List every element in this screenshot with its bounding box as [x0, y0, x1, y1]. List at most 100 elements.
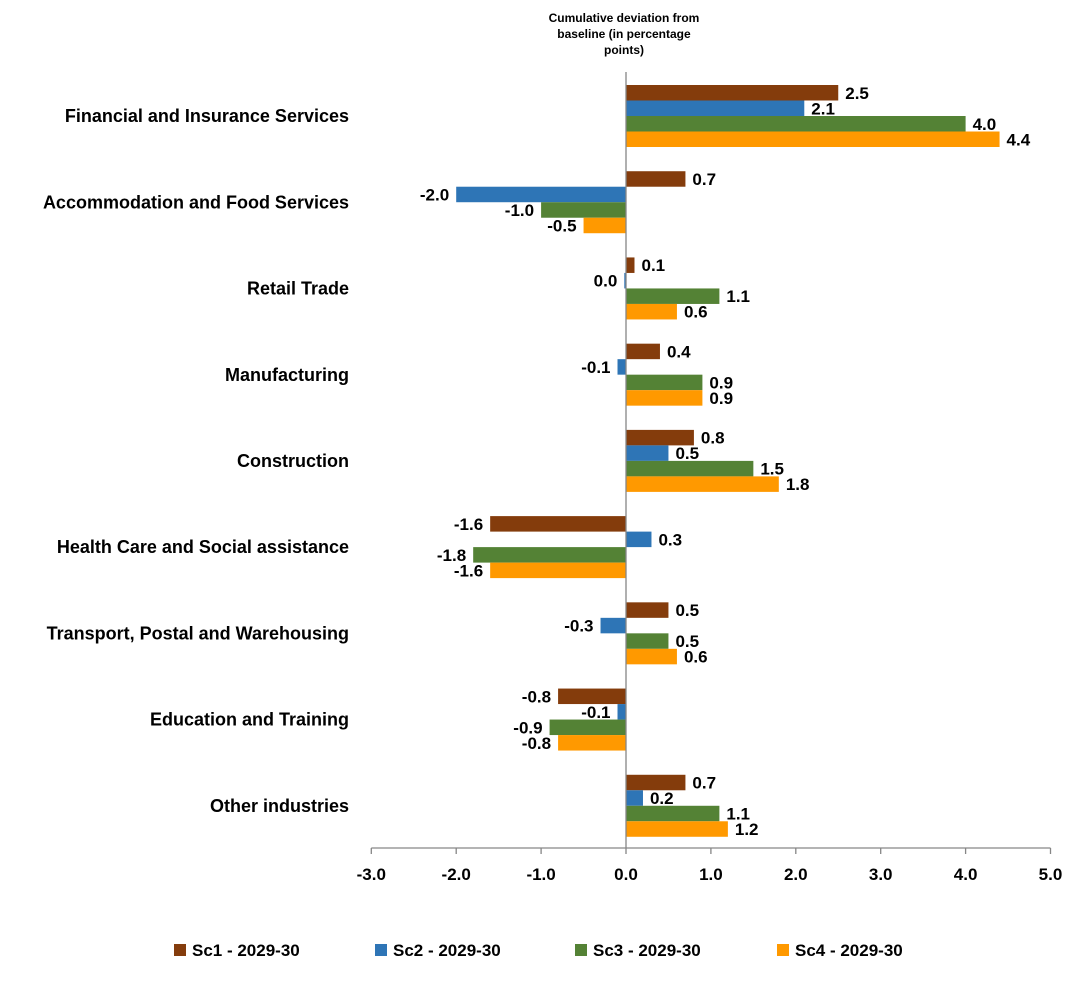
bar	[626, 171, 686, 187]
x-tick-label: -3.0	[357, 865, 386, 884]
category-label: Accommodation and Food Services	[43, 192, 349, 212]
category-label: Transport, Postal and Warehousing	[47, 623, 349, 643]
data-label: 4.4	[1007, 130, 1031, 149]
data-label: -0.5	[547, 216, 576, 235]
legend-label: Sc3 - 2029-30	[593, 941, 701, 960]
bar	[626, 257, 635, 273]
data-label: 1.1	[726, 287, 750, 306]
bar	[626, 774, 686, 791]
category-label: Construction	[237, 451, 349, 471]
data-label: 0.2	[650, 789, 674, 808]
chart-title-line: baseline (in percentage	[557, 27, 691, 41]
legend-item: Sc4 - 2029-30	[777, 941, 903, 960]
bar	[600, 617, 626, 634]
category-label: Manufacturing	[225, 365, 349, 385]
legend-item: Sc2 - 2029-30	[375, 941, 501, 960]
x-tick-label: -2.0	[442, 865, 471, 884]
bar	[490, 516, 626, 532]
bar	[624, 272, 626, 289]
chart-title-line: Cumulative deviation from	[549, 11, 700, 25]
data-label: 1.5	[760, 460, 784, 479]
bar	[558, 688, 626, 705]
bar	[541, 202, 626, 218]
data-label: 0.1	[641, 256, 665, 275]
bar	[626, 100, 805, 116]
bar	[626, 85, 839, 101]
legend-label: Sc4 - 2029-30	[795, 941, 903, 960]
data-label: 2.1	[811, 99, 835, 118]
data-label: 0.4	[667, 342, 691, 361]
x-tick-label: 4.0	[954, 865, 978, 884]
bar	[473, 547, 626, 563]
data-label: 0.7	[692, 774, 716, 793]
data-label: -0.8	[522, 734, 551, 753]
legend-swatch	[375, 944, 387, 956]
data-label: -0.1	[581, 358, 610, 377]
data-label: -1.8	[437, 546, 466, 565]
bar	[626, 429, 694, 446]
data-label: -0.8	[522, 687, 551, 706]
bar	[490, 562, 626, 579]
data-label: -1.0	[505, 201, 534, 220]
data-label: 0.7	[692, 170, 716, 189]
data-label: 0.9	[709, 373, 733, 392]
data-label: 0.6	[684, 303, 708, 322]
data-label: 1.2	[735, 820, 759, 839]
bar	[558, 735, 626, 751]
category-label: Retail Trade	[247, 279, 349, 299]
bar	[626, 805, 720, 822]
legend-item: Sc3 - 2029-30	[575, 941, 701, 960]
data-label: 0.5	[675, 444, 699, 463]
bars	[456, 85, 1000, 837]
data-label: 0.0	[594, 272, 618, 291]
bar	[626, 116, 966, 132]
data-label: -0.9	[513, 718, 542, 737]
legend-item: Sc1 - 2029-30	[174, 941, 300, 960]
x-tick-label: 3.0	[869, 865, 893, 884]
legend-label: Sc1 - 2029-30	[192, 941, 300, 960]
bar	[626, 390, 703, 406]
chart-title: Cumulative deviation from baseline (in pe…	[549, 11, 700, 57]
category-label: Health Care and Social assistance	[57, 537, 349, 557]
bar	[626, 602, 669, 618]
bar	[626, 821, 728, 837]
legend-label: Sc2 - 2029-30	[393, 941, 501, 960]
data-labels: 2.5 2.1 4.0 4.4 0.7 -2.0 -1.0 -0.5 0.1 0.0 1.1 0.6 0…	[420, 84, 1031, 839]
bar	[626, 648, 677, 665]
x-tick-label: 2.0	[784, 865, 808, 884]
axes: -3.0 -2.0 -1.0 0.0 1.0 2.0 3.0 4.0 5.0	[357, 72, 1063, 884]
bar	[626, 460, 754, 477]
data-label: 1.8	[786, 475, 810, 494]
legend: Sc1 - 2029-30 Sc2 - 2029-30 Sc3 - 2029-30 S…	[174, 941, 903, 960]
bar	[456, 186, 626, 203]
legend-swatch	[575, 944, 587, 956]
data-label: 2.5	[845, 84, 869, 103]
data-label: 1.1	[726, 805, 750, 824]
category-label: Financial and Insurance Services	[65, 106, 349, 126]
legend-swatch	[777, 944, 789, 956]
data-label: 0.5	[675, 601, 699, 620]
x-tick-label: 5.0	[1039, 865, 1063, 884]
data-label: 0.8	[701, 429, 725, 448]
data-label: -1.6	[454, 561, 483, 580]
bar	[626, 343, 660, 360]
data-label: -0.1	[581, 703, 610, 722]
category-labels: Financial and Insurance Services Accommod…	[43, 106, 349, 816]
bar	[626, 303, 677, 320]
data-label: 0.9	[709, 389, 733, 408]
bar	[617, 359, 626, 375]
bar	[583, 217, 626, 234]
bar	[617, 704, 626, 720]
data-label: 4.0	[973, 115, 997, 134]
category-label: Education and Training	[150, 710, 349, 730]
bar	[626, 531, 652, 548]
x-tick-label: -1.0	[526, 865, 555, 884]
data-label: 0.5	[675, 632, 699, 651]
bar	[626, 476, 779, 492]
data-label: -2.0	[420, 185, 449, 204]
bar	[626, 374, 703, 391]
bar	[626, 633, 669, 649]
legend-swatch	[174, 944, 186, 956]
category-label: Other industries	[210, 796, 349, 816]
